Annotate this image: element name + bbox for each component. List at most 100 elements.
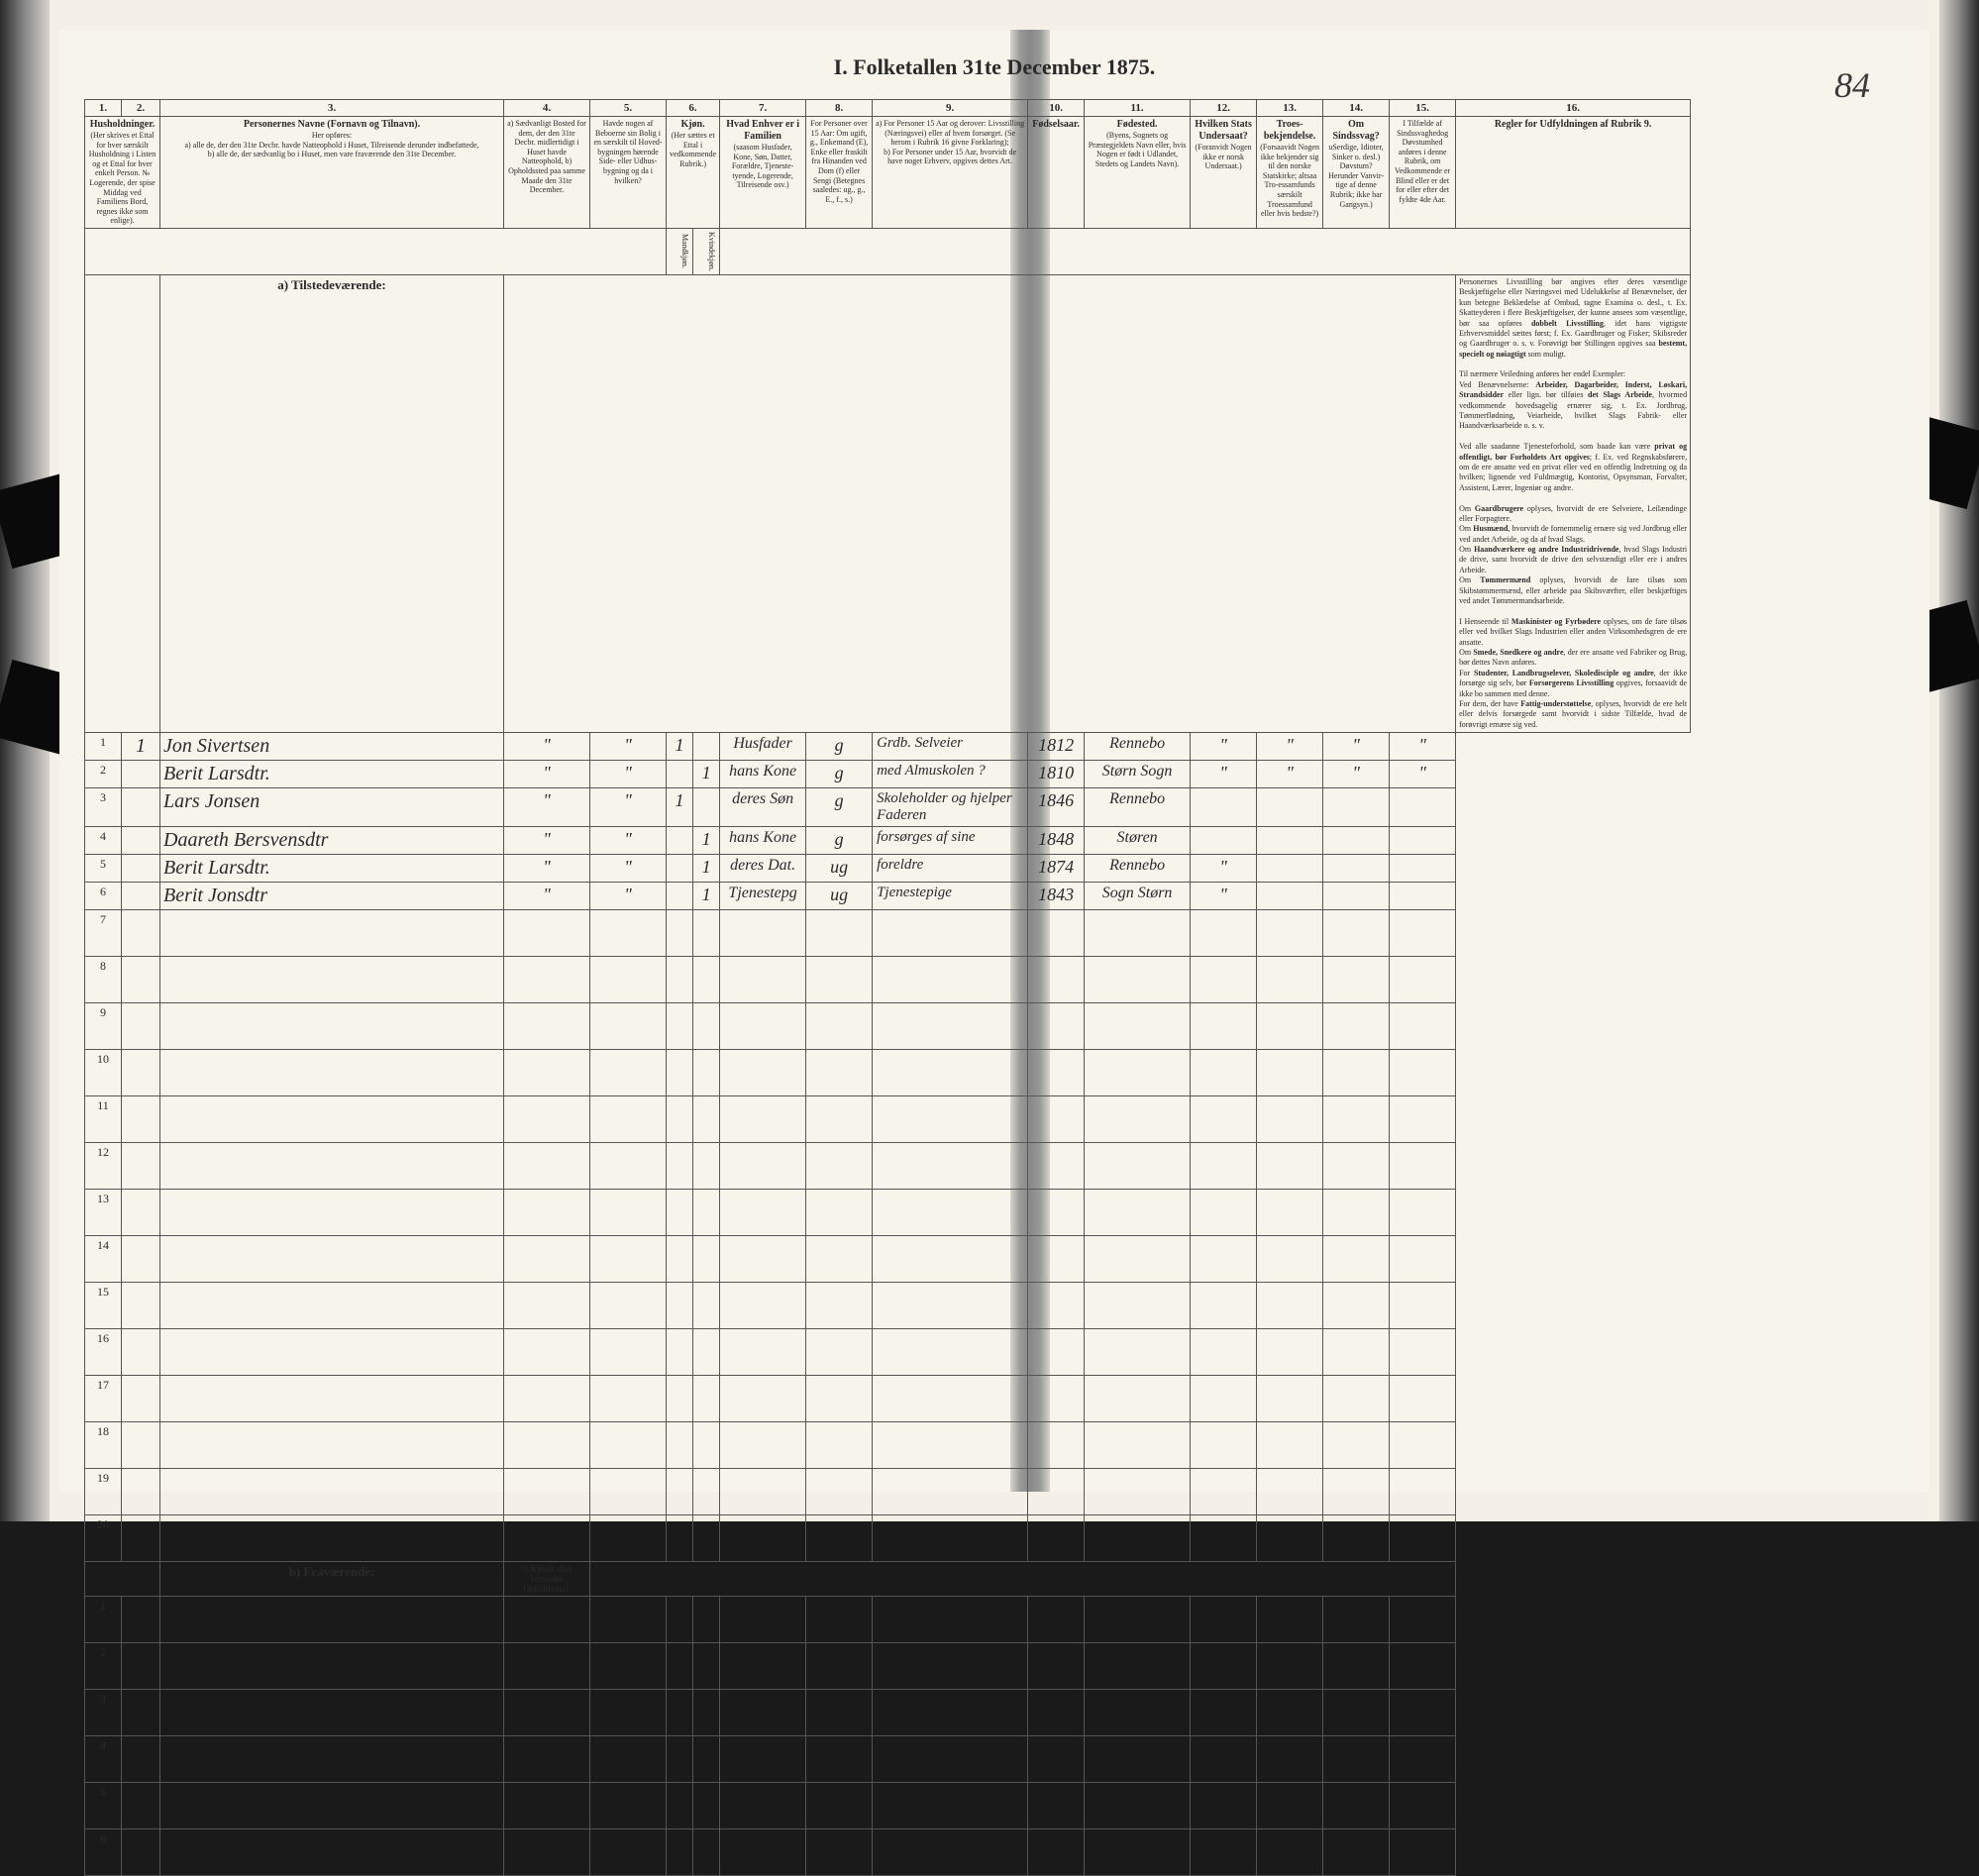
cell-c14 <box>1323 855 1390 883</box>
empty-row: 15 <box>85 1283 1691 1329</box>
empty-row: 17 <box>85 1376 1691 1422</box>
header-male: Mandkjøn. <box>667 228 693 274</box>
empty-row: 12 <box>85 1143 1691 1190</box>
cell-c5: " <box>590 733 667 761</box>
cell-occupation: Grdb. Selveier <box>873 733 1028 761</box>
cell-civil: ug <box>806 855 873 883</box>
cell-female: 1 <box>693 883 720 910</box>
header-row: Husholdninger. (Her skrives et Ettal for… <box>85 117 1691 229</box>
header-c3: Personernes Navne (Fornavn og Tilnavn). … <box>160 117 504 229</box>
cell-family: Husfader <box>720 733 806 761</box>
cell-female: 1 <box>693 761 720 788</box>
cell-c13 <box>1257 827 1323 855</box>
cell-occupation: forsørges af sine <box>873 827 1028 855</box>
person-name: Berit Larsdtr. <box>160 855 504 883</box>
empty-row: 20 <box>85 1515 1691 1562</box>
row-num: 19 <box>85 1469 122 1515</box>
cell-male <box>667 883 693 910</box>
header-c10: Fødselsaar. <box>1028 117 1085 229</box>
cell-c12 <box>1191 788 1257 827</box>
cell-c4: " <box>504 788 590 827</box>
row-num: 5 <box>85 1783 122 1829</box>
cell-year: 1848 <box>1028 827 1085 855</box>
cell-civil: g <box>806 788 873 827</box>
cell-occupation: Skoleholder og hjelper Faderen <box>873 788 1028 827</box>
col-num: 1. <box>85 100 122 117</box>
row-num: 10 <box>85 1050 122 1096</box>
row-num: 6 <box>85 883 122 910</box>
person-name: Daareth Bersvensdtr <box>160 827 504 855</box>
person-name: Berit Jonsdtr <box>160 883 504 910</box>
data-row: 6Berit Jonsdtr""1TjenestepgugTjenestepig… <box>85 883 1691 910</box>
cell-c14: " <box>1323 733 1390 761</box>
empty-row: 9 <box>85 1003 1691 1050</box>
row-num: 13 <box>85 1190 122 1236</box>
cell-birthplace: Rennebo <box>1085 788 1191 827</box>
col-num: 8. <box>806 100 873 117</box>
cell-female: 1 <box>693 827 720 855</box>
cell-c12: " <box>1191 761 1257 788</box>
section-b-label: b) Fraværende: <box>160 1562 504 1597</box>
cell-year: 1843 <box>1028 883 1085 910</box>
header-c4b: b) Kjendt eller formodet Opholdssted. <box>504 1562 590 1597</box>
cell-c15 <box>1390 788 1456 827</box>
cell-c12: " <box>1191 855 1257 883</box>
header-c7: Hvad Enhver er i Familien (saasom Husfad… <box>720 117 806 229</box>
cell-occupation: Tjenestepige <box>873 883 1028 910</box>
page-number: 84 <box>1834 64 1870 106</box>
section-a-row: a) Tilstedeværende: Personernes Livsstil… <box>85 274 1691 732</box>
row-num: 11 <box>85 1096 122 1143</box>
cell-c15: " <box>1390 761 1456 788</box>
cell-year: 1846 <box>1028 788 1085 827</box>
empty-row: 2 <box>85 1643 1691 1690</box>
cell-year: 1810 <box>1028 761 1085 788</box>
person-name: Lars Jonsen <box>160 788 504 827</box>
header-c16: Regler for Udfyldningen af Rubrik 9. <box>1456 117 1691 229</box>
col-number-row: 1. 2. 3. 4. 5. 6. 7. 8. 9. 10. 11. 12. 1… <box>85 100 1691 117</box>
row-num: 4 <box>85 827 122 855</box>
empty-row: 10 <box>85 1050 1691 1096</box>
census-page: I. Folketallen 31te December 1875. 84 1.… <box>59 30 1929 1492</box>
data-row: 4Daareth Bersvensdtr""1hans Konegforsørg… <box>85 827 1691 855</box>
cell-c13 <box>1257 883 1323 910</box>
book-edge-right <box>1939 0 1979 1521</box>
section-a-label: a) Tilstedeværende: <box>160 274 504 732</box>
cell-male: 1 <box>667 733 693 761</box>
cell-female: 1 <box>693 855 720 883</box>
data-row: 5Berit Larsdtr.""1deres Dat.ugforeldre18… <box>85 855 1691 883</box>
header-c11: Fødested. (Byens, Sognets og Præstegjeld… <box>1085 117 1191 229</box>
cell-c14 <box>1323 883 1390 910</box>
section-b-row: b) Fraværende: b) Kjendt eller formodet … <box>85 1562 1691 1597</box>
empty-row: 19 <box>85 1469 1691 1515</box>
row-num: 2 <box>85 1643 122 1690</box>
empty-row: 13 <box>85 1190 1691 1236</box>
col-num: 5. <box>590 100 667 117</box>
cell-birthplace: Rennebo <box>1085 733 1191 761</box>
household-num <box>122 855 160 883</box>
cell-male <box>667 761 693 788</box>
empty-row: 3 <box>85 1690 1691 1736</box>
cell-c15 <box>1390 827 1456 855</box>
row-num: 2 <box>85 761 122 788</box>
cell-c4: " <box>504 827 590 855</box>
cell-c13 <box>1257 855 1323 883</box>
cell-civil: g <box>806 827 873 855</box>
cell-c5: " <box>590 855 667 883</box>
col-num: 6. <box>667 100 720 117</box>
cell-c15 <box>1390 855 1456 883</box>
row-num: 6 <box>85 1829 122 1876</box>
empty-row: 18 <box>85 1422 1691 1469</box>
data-row: 2Berit Larsdtr.""1hans Konegmed Almuskol… <box>85 761 1691 788</box>
col-num: 4. <box>504 100 590 117</box>
cell-c5: " <box>590 761 667 788</box>
instructions-text: Personernes Livsstilling bør angives eft… <box>1456 274 1691 732</box>
row-num: 5 <box>85 855 122 883</box>
col-num: 11. <box>1085 100 1191 117</box>
row-num: 4 <box>85 1736 122 1783</box>
cell-c13: " <box>1257 761 1323 788</box>
cell-c5: " <box>590 883 667 910</box>
gender-subheader: Mandkjøn. Kvindekjøn. <box>85 228 1691 274</box>
cell-female <box>693 788 720 827</box>
cell-female <box>693 733 720 761</box>
header-female: Kvindekjøn. <box>693 228 720 274</box>
